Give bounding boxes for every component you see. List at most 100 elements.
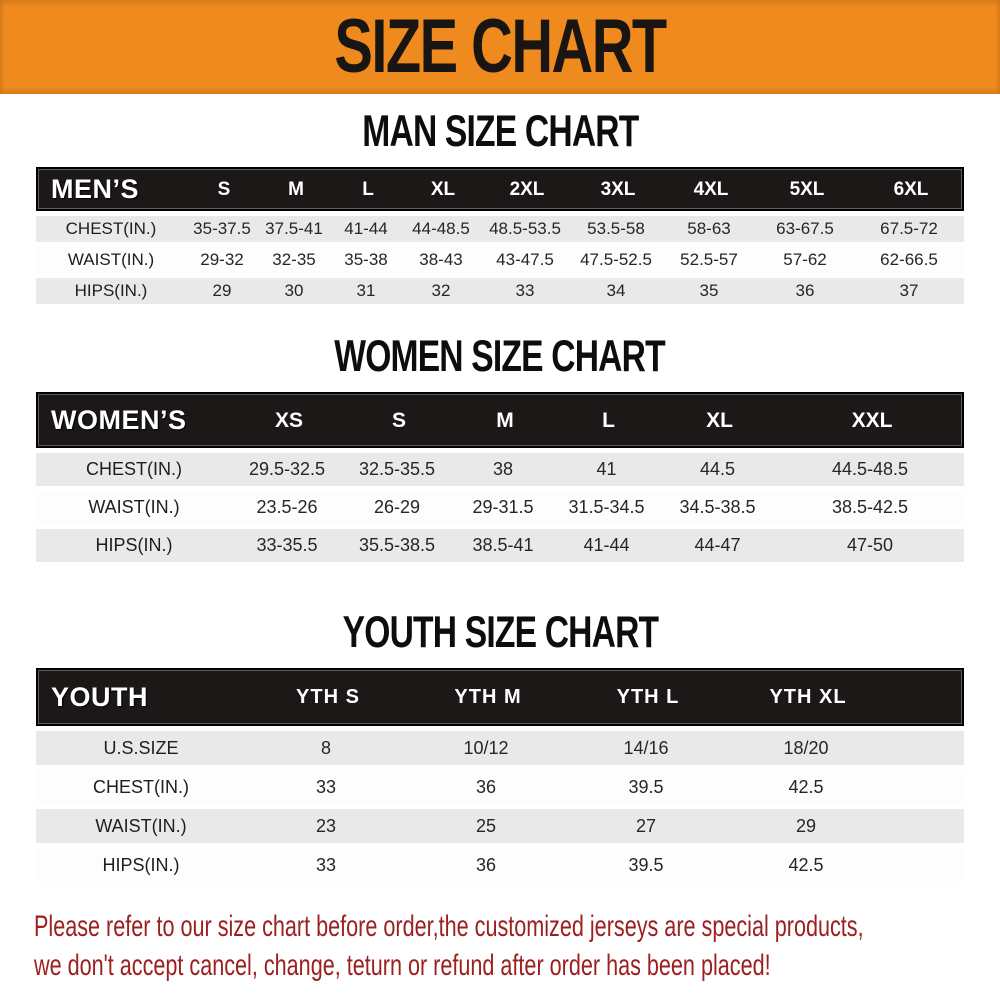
size-value-cell: 63-67.5 xyxy=(776,219,834,238)
row-label: CHEST(IN.) xyxy=(86,459,182,479)
banner-title: SIZE CHART xyxy=(334,4,667,89)
size-column-header: M xyxy=(288,178,304,200)
size-value-cell: 35 xyxy=(699,281,719,300)
row-label: WAIST(IN.) xyxy=(67,250,155,269)
size-value-cell xyxy=(886,809,964,843)
size-value-cell: 44-47 xyxy=(694,535,741,555)
size-value-cell: 36 xyxy=(475,776,497,797)
size-value-cell: 37.5-41 xyxy=(265,219,323,238)
size-value-cell: 18/20 xyxy=(783,737,829,758)
size-column-header: M xyxy=(496,408,514,432)
size-value-cell: 36 xyxy=(795,281,815,300)
size-value-cell: 29.5-32.5 xyxy=(248,459,326,479)
table-header-bar: WOMEN’S XS S M L XL XXL xyxy=(36,392,964,448)
size-value-cell: 44-48.5 xyxy=(412,219,470,238)
table-row: CHEST(IN.) 29.5-32.5 32.5-35.5 38 41 44.5 44.5… xyxy=(36,453,964,486)
size-value-cell: 53.5-58 xyxy=(587,219,645,238)
section-title-man-text: MAN SIZE CHART xyxy=(361,106,639,156)
table-row: WAIST(IN.) 23.5-26 26-29 29-31.5 31.5-34.5 34… xyxy=(36,491,964,524)
note-line-1-text: Please refer to our size chart before or… xyxy=(34,910,864,943)
size-column-header: S xyxy=(391,408,406,432)
size-value-cell xyxy=(886,848,964,882)
group-label: MEN’S xyxy=(51,173,140,204)
size-column-header: YTH S xyxy=(296,686,360,708)
size-value-cell: 33 xyxy=(515,281,535,300)
banner: SIZE CHART xyxy=(0,0,1000,94)
row-label: CHEST(IN.) xyxy=(93,776,189,797)
size-column-header: YTH L xyxy=(616,686,680,708)
table-row: WAIST(IN.) 29-32 32-35 35-38 38-43 43-47.5 47.… xyxy=(36,247,964,273)
row-label: HIPS(IN.) xyxy=(95,535,173,555)
womens-size-table: WOMEN’S XS S M L XL XXL CHEST(IN.) 29.5-32.5 32.5… xyxy=(36,392,964,567)
size-column-header: XL xyxy=(706,408,733,432)
note-line-2: we don't accept cancel, change, teturn o… xyxy=(34,946,1000,985)
table-header-bar: YOUTH YTH S YTH M YTH L YTH XL xyxy=(36,668,964,726)
size-value-cell: 30 xyxy=(284,281,304,300)
table-row: HIPS(IN.) 33-35.5 35.5-38.5 38.5-41 41-44 44-… xyxy=(36,529,964,562)
size-column-header: XL xyxy=(430,178,456,200)
size-value-cell: 35-37.5 xyxy=(193,219,251,238)
size-value-cell: 44.5 xyxy=(699,459,736,479)
size-value-cell: 38-43 xyxy=(419,250,463,269)
size-value-cell: 31.5-34.5 xyxy=(568,497,645,517)
size-value-cell: 39.5 xyxy=(628,776,664,797)
size-value-cell: 29-32 xyxy=(200,250,244,269)
size-value-cell: 39.5 xyxy=(628,854,664,875)
size-value-cell: 33 xyxy=(315,776,337,797)
table-row: U.S.SIZE 8 10/12 14/16 18/20 xyxy=(36,731,964,765)
size-value-cell: 32 xyxy=(431,281,451,300)
size-value-cell: 36 xyxy=(475,854,497,875)
size-value-cell: 47-50 xyxy=(846,535,894,555)
size-value-cell: 52.5-57 xyxy=(680,250,738,269)
youth-size-table: YOUTH YTH S YTH M YTH L YTH XL U.S.SIZE 8 10/12… xyxy=(36,668,964,887)
size-value-cell: 29 xyxy=(795,815,817,836)
size-value-cell: 29 xyxy=(212,281,232,300)
table-row: HIPS(IN.) 29 30 31 32 33 34 35 36 37 xyxy=(36,278,964,304)
row-label: HIPS(IN.) xyxy=(74,281,148,300)
size-value-cell: 41-44 xyxy=(344,219,388,238)
note-line-2-text: we don't accept cancel, change, teturn o… xyxy=(34,949,771,982)
size-column-header: YTH XL xyxy=(769,686,847,708)
row-label: WAIST(IN.) xyxy=(88,497,180,517)
size-value-cell: 27 xyxy=(635,815,657,836)
table-header-bar: MEN’S S M L XL 2XL 3XL 4XL 5XL 6XL xyxy=(36,167,964,211)
size-column-header: 5XL xyxy=(789,178,825,200)
footer-note: Please refer to our size chart before or… xyxy=(0,907,1000,985)
section-title-man: MAN SIZE CHART xyxy=(0,106,1000,156)
size-value-cell: 32.5-35.5 xyxy=(358,459,436,479)
section-title-youth-text: YOUTH SIZE CHART xyxy=(342,607,658,657)
size-value-cell: 32-35 xyxy=(272,250,316,269)
size-value-cell: 33-35.5 xyxy=(256,535,318,555)
section-title-youth: YOUTH SIZE CHART xyxy=(0,607,1000,657)
size-value-cell: 42.5 xyxy=(788,776,824,797)
size-value-cell: 41 xyxy=(596,459,617,479)
size-value-cell: 35.5-38.5 xyxy=(358,535,436,555)
size-column-header: 6XL xyxy=(893,178,929,200)
size-value-cell: 38.5-41 xyxy=(472,535,534,555)
size-value-cell: 41-44 xyxy=(583,535,630,555)
size-value-cell: 37 xyxy=(899,281,919,300)
table-row: CHEST(IN.) 33 36 39.5 42.5 xyxy=(36,770,964,804)
size-column-header: 4XL xyxy=(693,178,729,200)
size-value-cell: 35-38 xyxy=(344,250,388,269)
size-value-cell xyxy=(886,731,964,765)
size-value-cell: 44.5-48.5 xyxy=(831,459,909,479)
size-value-cell: 47.5-52.5 xyxy=(580,250,652,269)
row-label: U.S.SIZE xyxy=(103,737,179,758)
mens-size-table: MEN’S S M L XL 2XL 3XL 4XL 5XL 6XL CHEST(IN.) 35-37… xyxy=(36,167,964,309)
size-column-header: XS xyxy=(274,408,303,432)
size-value-cell: 48.5-53.5 xyxy=(489,219,561,238)
size-value-cell: 57-62 xyxy=(783,250,827,269)
note-line-1: Please refer to our size chart before or… xyxy=(34,907,1000,946)
size-value-cell: 23 xyxy=(315,815,337,836)
size-value-cell: 29-31.5 xyxy=(472,497,534,517)
table-row: HIPS(IN.) 33 36 39.5 42.5 xyxy=(36,848,964,882)
size-value-cell: 62-66.5 xyxy=(880,250,938,269)
size-value-cell: 26-29 xyxy=(373,497,421,517)
size-value-cell: 34.5-38.5 xyxy=(679,497,756,517)
size-value-cell: 31 xyxy=(356,281,376,300)
size-column-header: 2XL xyxy=(509,178,545,200)
size-table-grid: U.S.SIZE 8 10/12 14/16 18/20 CHEST(IN.) 33 36 39… xyxy=(36,726,964,887)
group-label: YOUTH xyxy=(51,681,148,712)
